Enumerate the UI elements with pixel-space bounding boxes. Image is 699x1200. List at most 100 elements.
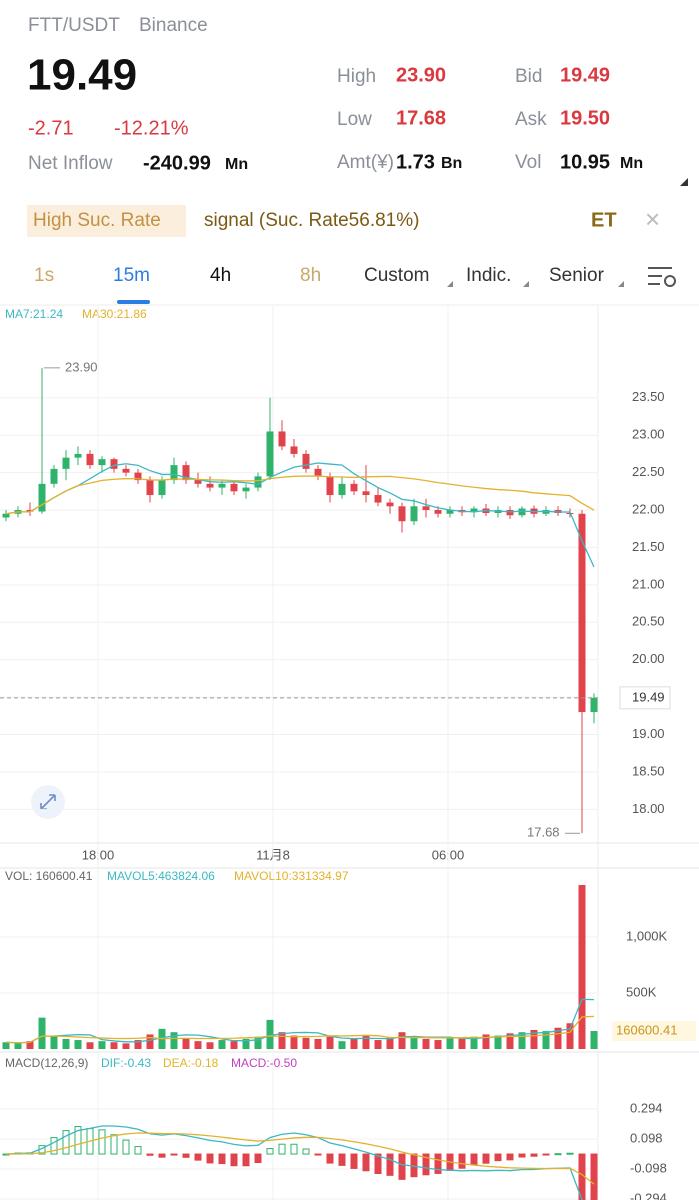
candle-body: [218, 483, 226, 488]
stat-value: 19.49: [560, 64, 610, 86]
macd-bar: [242, 1153, 250, 1167]
vol-last-label: 160600.41: [616, 1022, 677, 1037]
macd-bar: [206, 1153, 214, 1164]
macd-bar: [290, 1143, 298, 1155]
y-tick-label: 1,000K: [626, 928, 668, 943]
macd-bar: [494, 1153, 502, 1162]
tab[interactable]: Senior: [549, 265, 605, 286]
macd-bar: [266, 1148, 274, 1155]
tab[interactable]: Custom: [364, 265, 429, 286]
change: -2.71: [28, 117, 74, 139]
volume-bar: [386, 1037, 394, 1049]
stat-value: 10.95: [560, 151, 610, 173]
signal-badge: High Suc. Rate: [33, 210, 161, 231]
volume-bar: [518, 1032, 526, 1049]
volume-bar: [50, 1035, 58, 1049]
macd-bar: [194, 1153, 202, 1161]
macd-bar: [170, 1153, 178, 1156]
volume-bar: [2, 1042, 10, 1049]
caret: [447, 281, 453, 287]
candle-body: [206, 483, 214, 488]
y-tick-label: 20.50: [632, 614, 665, 629]
layer: [2, 1125, 598, 1200]
caret: [523, 281, 529, 287]
settings-icon[interactable]: [648, 267, 676, 287]
macd-bar: [254, 1153, 262, 1164]
candle-body: [74, 453, 82, 458]
macd-bar: [506, 1153, 514, 1161]
y-tick-label: 0.294: [630, 1100, 663, 1115]
candle-body: [110, 459, 118, 469]
volume-bar: [266, 1019, 274, 1049]
volume-bar: [218, 1040, 226, 1049]
dif-line: [5, 1125, 583, 1200]
macd-bar: [542, 1153, 550, 1156]
tab[interactable]: Indic.: [466, 265, 511, 286]
mavol5-label: MAVOL5:463824.06: [107, 869, 215, 883]
volume-bar: [446, 1037, 454, 1049]
close-button[interactable]: ×: [645, 204, 660, 234]
y-tick-label: 20.00: [632, 651, 665, 666]
candle-body: [506, 510, 514, 516]
tab[interactable]: 1s: [34, 265, 54, 286]
macd-bar: [62, 1130, 70, 1155]
expand-caret[interactable]: [680, 178, 688, 186]
candle-body: [266, 431, 274, 477]
volume-bar: [374, 1040, 382, 1049]
low-label: 17.68: [527, 825, 560, 840]
macd-bar: [458, 1153, 466, 1169]
candle-body: [302, 453, 310, 469]
volume-bar: [206, 1042, 214, 1049]
macd-bar: [518, 1153, 526, 1158]
badge-bg: [27, 205, 186, 237]
macd-bar: [398, 1153, 406, 1180]
macd-bar: [230, 1153, 238, 1167]
dif-label: DIF:-0.43: [101, 1056, 151, 1070]
volume-bar: [398, 1032, 406, 1049]
macd-bar: [566, 1152, 574, 1155]
macd-bar: [98, 1129, 106, 1155]
candle-body: [194, 480, 202, 484]
stat-unit: Bn: [441, 155, 462, 172]
macd-bar: [530, 1153, 538, 1157]
mavol10-line: [5, 1015, 595, 1044]
volume-bar: [182, 1038, 190, 1049]
candle-body: [158, 480, 166, 496]
stat-value: 19.50: [560, 107, 610, 129]
candle-body: [290, 446, 298, 454]
last-price-label: 19.49: [632, 689, 665, 704]
volume-bar: [506, 1033, 514, 1049]
candle-body: [518, 508, 526, 516]
candle-body: [326, 476, 334, 496]
candle-body: [146, 480, 154, 496]
dea-line: [5, 1132, 595, 1185]
exchange: Binance: [139, 15, 208, 36]
signal-text[interactable]: signal (Suc. Rate56.81%): [204, 210, 419, 231]
y-tick-label: 19.00: [632, 726, 665, 741]
mavol10-label: MAVOL10:331334.97: [234, 869, 349, 883]
volume-bar: [566, 1023, 574, 1049]
volume-bar: [242, 1038, 250, 1049]
dea-label: DEA:-0.18: [163, 1056, 219, 1070]
candle-body: [62, 457, 70, 469]
candle-body: [434, 510, 442, 514]
tab[interactable]: 8h: [300, 265, 321, 286]
volume-bar: [470, 1036, 478, 1049]
volume-bar: [542, 1031, 550, 1049]
candle-body: [230, 483, 238, 492]
stat-label: Ask: [515, 109, 547, 130]
candle-body: [350, 483, 358, 492]
candle-body: [26, 510, 34, 512]
macd-bar: [278, 1143, 286, 1155]
macd-bar: [218, 1153, 226, 1165]
candle-body: [422, 506, 430, 511]
volume-bar: [278, 1032, 286, 1049]
tab[interactable]: 4h: [210, 265, 231, 286]
volume-bar: [458, 1038, 466, 1049]
tab-active[interactable]: 15m: [113, 265, 150, 286]
volume-bar: [290, 1035, 298, 1049]
vol-last-box: [612, 1021, 696, 1042]
net-inflow-unit: Mn: [225, 156, 248, 173]
candle-body: [590, 697, 598, 713]
